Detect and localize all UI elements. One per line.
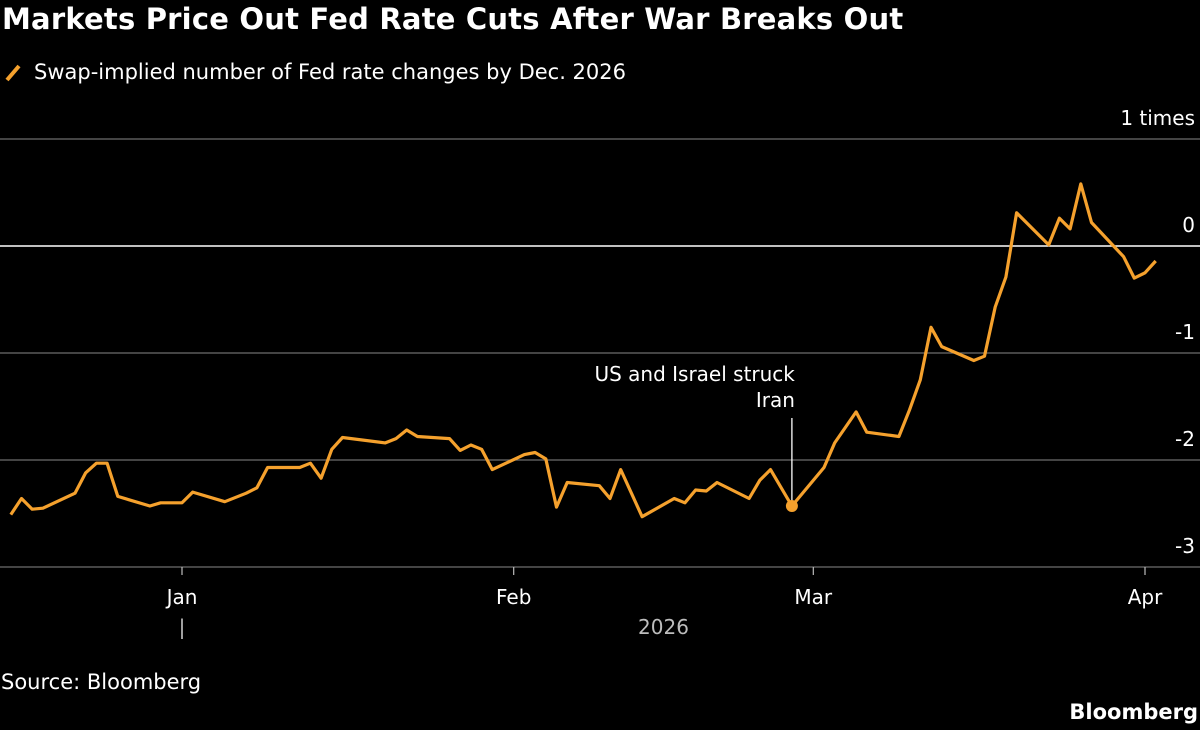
year-divider: | xyxy=(179,615,186,639)
bloomberg-logo: Bloomberg xyxy=(1069,700,1198,724)
y-tick-label: 1 times xyxy=(1120,106,1195,130)
gridlines xyxy=(0,138,1200,568)
legend: Swap-implied number of Fed rate changes … xyxy=(4,60,626,84)
y-tick-label: -3 xyxy=(1175,534,1195,558)
annotation-marker xyxy=(785,500,798,513)
chart-title: Markets Price Out Fed Rate Cuts After Wa… xyxy=(2,2,904,36)
legend-swatch-icon xyxy=(4,62,24,82)
annotation-text: Iran xyxy=(756,388,795,412)
legend-label: Swap-implied number of Fed rate changes … xyxy=(34,60,626,84)
x-tick-label: Mar xyxy=(794,585,833,609)
y-tick-label: -1 xyxy=(1175,320,1195,344)
y-tick-label: -2 xyxy=(1175,427,1195,451)
year-labels: 20252026| xyxy=(179,615,689,639)
x-tick-label: Apr xyxy=(1128,585,1163,609)
x-axis: Jan Feb Mar Apr xyxy=(165,567,1163,609)
annotation-text: US and Israel struck xyxy=(594,362,795,386)
year-label: 2026 xyxy=(638,615,689,639)
y-axis-labels: 1 times 0 -1 -2 -3 xyxy=(1120,106,1195,558)
source-note: Source: Bloomberg xyxy=(1,670,202,694)
y-tick-label: 0 xyxy=(1182,213,1195,237)
series-line xyxy=(9,182,1157,519)
series xyxy=(9,182,1157,519)
x-tick-label: Jan xyxy=(165,585,198,609)
x-tick-label: Feb xyxy=(496,585,531,609)
